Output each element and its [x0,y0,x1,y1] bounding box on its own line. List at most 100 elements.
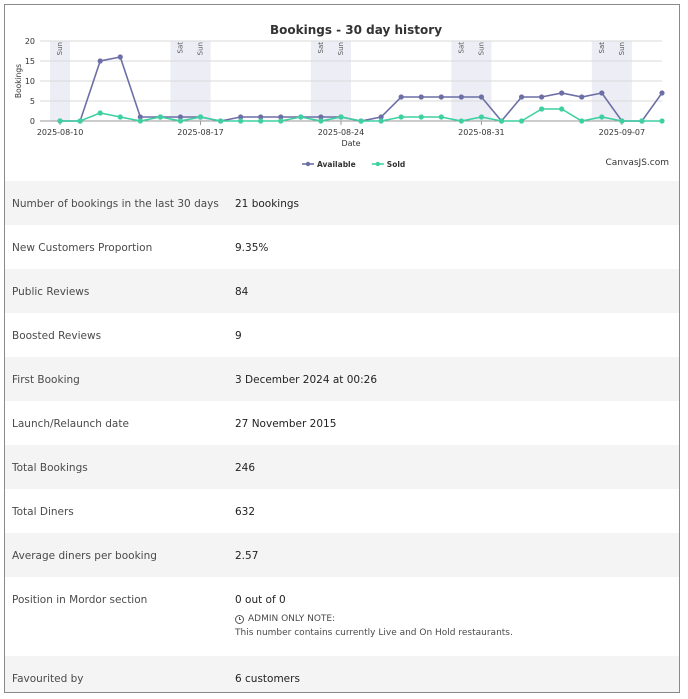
stat-row-mordor-position: Position in Mordor section 0 out of 0 AD… [5,577,679,656]
stat-label: Total Diners [12,506,74,518]
stat-row-total-diners: Total Diners 632 [5,489,679,533]
data-point-sold [197,114,204,120]
data-point-sold [438,114,444,120]
data-point-sold [177,118,184,124]
stat-value: 0 out of 0 [235,594,286,606]
stat-label: Average diners per booking [12,550,157,562]
data-point-sold [298,114,304,120]
admin-note-label: ADMIN ONLY NOTE: [248,614,336,624]
data-point-available [458,94,464,100]
weekend-label: Sun [197,42,205,55]
data-point-sold [358,118,364,124]
y-tick-label: 20 [25,37,35,46]
bookings-chart: Bookings - 30 day history Sun Sat Sun Sat Sun… [5,5,679,183]
legend-swatch-marker [375,161,380,167]
data-point-available [539,94,545,100]
data-point-available [318,114,324,120]
data-point-sold [137,118,143,124]
stat-label: Position in Mordor section [12,594,148,606]
data-point-sold [318,118,324,124]
data-point-available [599,90,605,96]
stat-row-avg-diners: Average diners per booking 2.57 [5,533,679,577]
stat-value: 2.57 [235,550,259,562]
data-point-sold [278,118,284,124]
x-tick-label: 2025-08-17 [177,128,224,137]
stat-row-total-bookings: Total Bookings 246 [5,445,679,489]
weekend-label: Sat [176,42,184,54]
stat-label: Number of bookings in the last 30 days [12,198,219,210]
chart-credit[interactable]: CanvasJS.com [605,158,669,168]
data-point-sold [117,114,123,120]
stat-label: Favourited by [12,673,84,685]
weekend-label: Sun [618,42,626,55]
x-tick-label: 2025-08-10 [37,128,84,137]
data-point-sold [238,118,244,124]
data-point-available [137,114,143,120]
weekend-label: Sat [317,42,325,54]
data-point-sold [418,114,424,120]
admin-note-title: ADMIN ONLY NOTE: [235,614,513,624]
data-point-sold [258,118,264,124]
stat-value-block: 0 out of 0 ADMIN ONLY NOTE: This number … [235,594,513,638]
y-tick-label: 0 [30,117,35,126]
data-point-available [659,90,665,96]
data-point-available [258,114,264,120]
stat-label: First Booking [12,374,80,386]
stat-row-favourited-by: Favourited by 6 customers [5,656,679,692]
bookings-panel: Bookings - 30 day history Sun Sat Sun Sat Sun… [4,4,680,693]
stat-value: 632 [235,506,256,518]
stat-row-launch-date: Launch/Relaunch date 27 November 2015 [5,401,679,445]
data-point-sold [518,118,525,124]
stats-table: Number of bookings in the last 30 days 2… [5,181,679,692]
stat-value: 9.35% [235,242,269,254]
legend-label: Sold [387,160,406,169]
series-line-available [60,56,663,123]
x-tick-label: 2025-09-07 [599,128,646,137]
chart-title: Bookings - 30 day history [270,23,442,37]
x-tick-label: 2025-08-24 [318,128,365,137]
stat-value: 6 customers [235,673,300,685]
stat-label: Boosted Reviews [12,330,102,342]
data-point-sold [639,118,645,124]
y-axis-title: Bookings [14,64,23,98]
data-point-sold [378,118,384,124]
y-tick-label: 15 [25,57,35,66]
stat-row-bookings-30-days: Number of bookings in the last 30 days 2… [5,181,679,225]
weekend-label: Sun [56,42,64,55]
stat-value: 21 bookings [235,198,299,210]
data-point-available [278,114,284,120]
data-point-sold [458,118,464,124]
data-point-sold [659,118,665,124]
stat-row-public-reviews: Public Reviews 84 [5,269,679,313]
data-point-available [378,114,384,120]
data-point-sold [57,118,63,124]
data-point-available [579,94,585,100]
data-point-available [398,94,404,100]
y-tick-label: 5 [30,97,35,106]
legend-swatch-marker [305,161,311,167]
stat-value: 246 [235,462,256,474]
stat-value: 27 November 2015 [235,418,337,430]
data-point-sold [559,106,565,112]
data-point-available [559,90,565,96]
data-point-sold [77,118,83,124]
stat-row-boosted-reviews: Boosted Reviews 9 [5,313,679,357]
data-point-available [438,94,444,100]
data-point-available [478,94,485,100]
stat-label: Launch/Relaunch date [12,418,129,430]
stat-value: 9 [235,330,242,342]
data-point-available [518,94,525,100]
stat-label: Public Reviews [12,286,90,298]
data-point-sold [619,118,625,124]
admin-note-text: This number contains currently Live and … [235,628,513,638]
data-point-sold [217,118,224,124]
data-point-sold [398,114,404,120]
data-point-available [117,54,123,60]
data-point-available [97,58,103,64]
x-axis-title: Date [341,139,360,148]
data-point-sold [157,114,163,120]
data-point-sold [599,114,605,120]
weekend-label: Sat [598,42,606,54]
y-tick-label: 10 [25,77,35,86]
stat-value: 84 [235,286,249,298]
